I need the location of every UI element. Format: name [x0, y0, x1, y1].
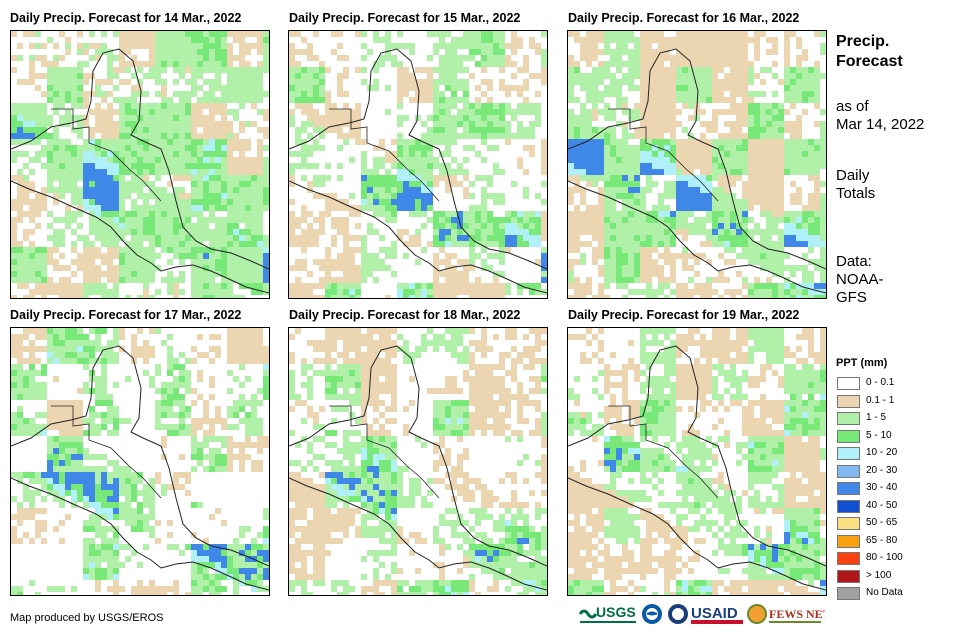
daily-totals-line2: Totals — [836, 185, 876, 202]
forecast-map-4 — [10, 327, 270, 596]
legend-label: 40 - 50 — [866, 499, 898, 511]
legend-swatch — [837, 447, 860, 460]
precip-field — [11, 31, 269, 298]
precip-field — [289, 31, 547, 298]
country-border — [329, 405, 440, 499]
legend-label: 50 - 65 — [866, 517, 898, 528]
precip-field — [568, 31, 826, 298]
legend-swatch — [837, 587, 860, 600]
legend-label: 65 - 80 — [866, 534, 898, 546]
as-of-date: as of Mar 14, 2022 — [836, 98, 924, 134]
coastline — [568, 180, 826, 294]
panel-title-1: Daily Precip. Forecast for 14 Mar., 2022 — [10, 11, 242, 25]
forecast-map-6 — [567, 327, 827, 596]
legend-swatch — [837, 517, 860, 530]
legend-label: 80 - 100 — [866, 552, 903, 563]
legend-label: No Data — [866, 587, 903, 598]
legend-swatch — [837, 499, 860, 513]
legend-label: 30 - 40 — [866, 482, 898, 493]
legend-label: 5 - 10 — [866, 429, 892, 441]
data-source: Data: NOAA- GFS — [836, 253, 884, 307]
usgs-logo: USGS — [578, 600, 640, 630]
coastline — [11, 345, 269, 567]
coastline — [289, 477, 547, 591]
usaid-logo: USAID — [667, 600, 745, 630]
daily-totals-note: Daily Totals — [836, 167, 875, 203]
country-border — [51, 405, 162, 499]
legend-swatch — [837, 534, 860, 548]
legend-title: PPT (mm) — [836, 357, 888, 369]
side-title-line1: Precip. — [836, 33, 890, 50]
coastline — [568, 345, 826, 567]
coastline — [289, 180, 547, 294]
panel-title-3: Daily Precip. Forecast for 16 Mar., 2022 — [568, 11, 800, 25]
forecast-map-2 — [288, 30, 548, 299]
panel-title-4: Daily Precip. Forecast for 17 Mar., 2022 — [10, 308, 242, 322]
coastline — [568, 48, 826, 270]
precip-field — [289, 328, 547, 595]
fews-net-logo: FEWS NET — [747, 600, 831, 630]
side-title: Precip. Forecast — [836, 32, 903, 72]
noaa-logo — [640, 600, 664, 630]
legend-swatch — [837, 552, 860, 565]
legend-label: 0 - 0.1 — [866, 377, 895, 388]
coastline — [11, 48, 269, 270]
daily-totals-line1: Daily — [836, 167, 870, 184]
legend-label: 0.1 - 1 — [866, 394, 895, 406]
country-border — [329, 108, 440, 202]
data-source-line2: NOAA- — [836, 271, 884, 288]
precip-field — [568, 328, 826, 595]
legend-label: 1 - 5 — [866, 412, 887, 423]
legend-swatch — [837, 464, 860, 478]
legend-swatch — [837, 482, 860, 495]
legend-swatch — [837, 412, 860, 425]
data-source-line3: GFS — [836, 289, 867, 306]
as-of-value: Mar 14, 2022 — [836, 116, 925, 133]
precip-field — [11, 328, 269, 595]
coastline — [568, 477, 826, 591]
fews-net-logo-text: FEWS NET — [769, 607, 825, 621]
legend-swatch — [837, 394, 860, 408]
legend-label: > 100 — [866, 569, 892, 581]
coastline — [11, 477, 269, 591]
forecast-map-5 — [288, 327, 548, 596]
forecast-map-3 — [567, 30, 827, 299]
country-border — [608, 108, 719, 202]
legend-swatch — [837, 429, 860, 443]
usgs-logo-text: USGS — [596, 604, 636, 620]
panel-title-2: Daily Precip. Forecast for 15 Mar., 2022 — [289, 11, 521, 25]
legend-label: 10 - 20 — [866, 447, 898, 458]
panel-title-6: Daily Precip. Forecast for 19 Mar., 2022 — [568, 308, 800, 322]
panel-title-5: Daily Precip. Forecast for 18 Mar., 2022 — [289, 308, 521, 322]
coastline — [11, 180, 269, 294]
usaid-logo-text: USAID — [691, 605, 738, 622]
side-title-line2: Forecast — [836, 53, 903, 70]
footer-credit: Map produced by USGS/EROS — [10, 612, 164, 624]
country-border — [51, 108, 162, 202]
forecast-map-1 — [10, 30, 270, 299]
coastline — [289, 345, 547, 567]
legend-swatch — [837, 569, 860, 583]
as-of-label: as of — [836, 98, 869, 115]
legend-label: 20 - 30 — [866, 464, 898, 476]
country-border — [608, 405, 719, 499]
legend-swatch — [837, 377, 860, 390]
coastline — [289, 48, 547, 270]
data-source-line1: Data: — [836, 253, 872, 270]
